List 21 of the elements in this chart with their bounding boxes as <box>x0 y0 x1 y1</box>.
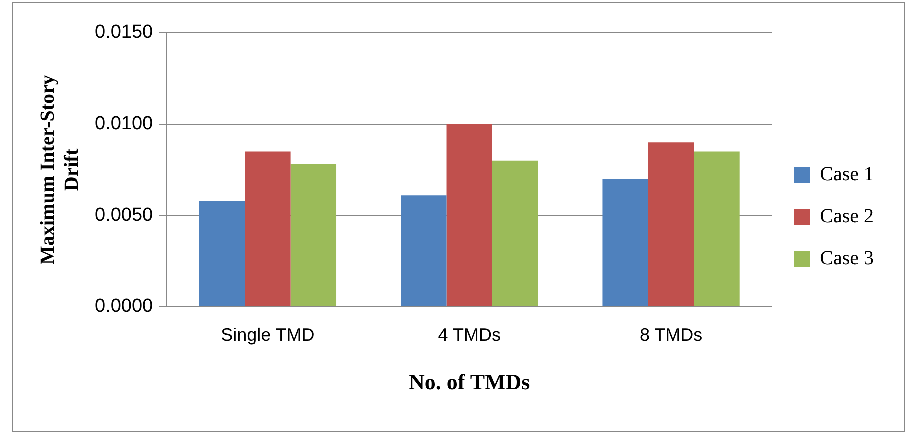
x-axis-title: No. of TMDs <box>409 369 531 394</box>
y-tick-label: 0.0000 <box>94 296 154 318</box>
y-tick-label: 0.0050 <box>94 204 154 226</box>
bar <box>694 152 740 306</box>
y-tick-label: 0.0150 <box>94 22 154 44</box>
bar <box>199 201 246 306</box>
legend-label: Case 1 <box>820 163 874 186</box>
x-tick-label: 4 TMDs <box>438 324 501 345</box>
x-tick-label: 8 TMDs <box>640 324 703 345</box>
bar <box>492 160 538 306</box>
y-tick-label: 0.0100 <box>94 114 154 135</box>
bar <box>648 142 694 306</box>
y-axis-title: Maximum Inter-Story Drift <box>37 75 84 265</box>
x-tick-label: Single TMD <box>221 324 315 345</box>
bar <box>401 196 447 306</box>
legend-label: Case 2 <box>820 205 874 228</box>
bar <box>602 179 648 306</box>
legend-label: Case 3 <box>820 247 874 270</box>
bar <box>446 124 492 306</box>
bar <box>245 152 291 306</box>
bar <box>290 164 337 306</box>
